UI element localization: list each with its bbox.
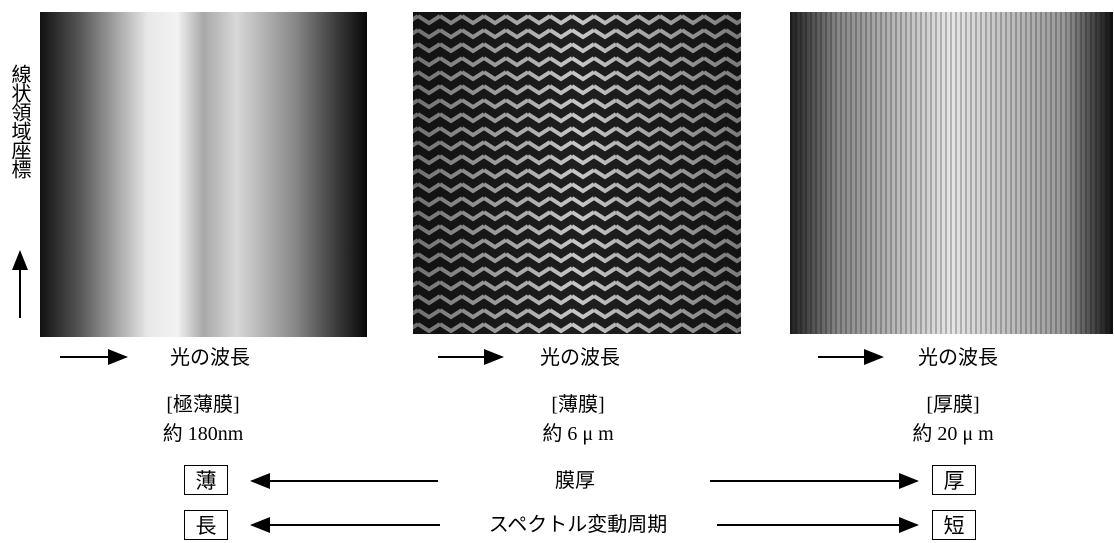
image-shade xyxy=(413,12,741,334)
thickness: 約 20 μ m xyxy=(912,422,993,446)
image-stripes xyxy=(790,12,1113,334)
scale-center: 膜厚 xyxy=(555,469,595,493)
thickness: 約 180nm xyxy=(163,422,244,446)
figure: 線状領域座標 光の波長 [極薄膜] 約 180nm 光の波長 [薄膜] 約 6 … xyxy=(0,0,1114,543)
panel-name: [厚膜] xyxy=(926,393,979,417)
panel-name: [極薄膜] xyxy=(166,393,239,417)
x-label: 光の波長 xyxy=(540,346,620,370)
panel-name: [薄膜] xyxy=(551,393,604,417)
spectrum-image xyxy=(40,12,367,337)
scale-left: 長 xyxy=(184,510,228,540)
images xyxy=(0,0,1114,543)
scale-right: 厚 xyxy=(932,465,976,495)
scale-right: 短 xyxy=(932,510,976,540)
axis-label: 線状領域座標 xyxy=(8,64,30,178)
x-label: 光の波長 xyxy=(918,346,998,370)
scale-center: スペクトル変動周期 xyxy=(489,513,668,537)
scale-left: 薄 xyxy=(184,465,228,495)
x-label: 光の波長 xyxy=(170,346,250,370)
thickness: 約 6 μ m xyxy=(542,422,613,446)
